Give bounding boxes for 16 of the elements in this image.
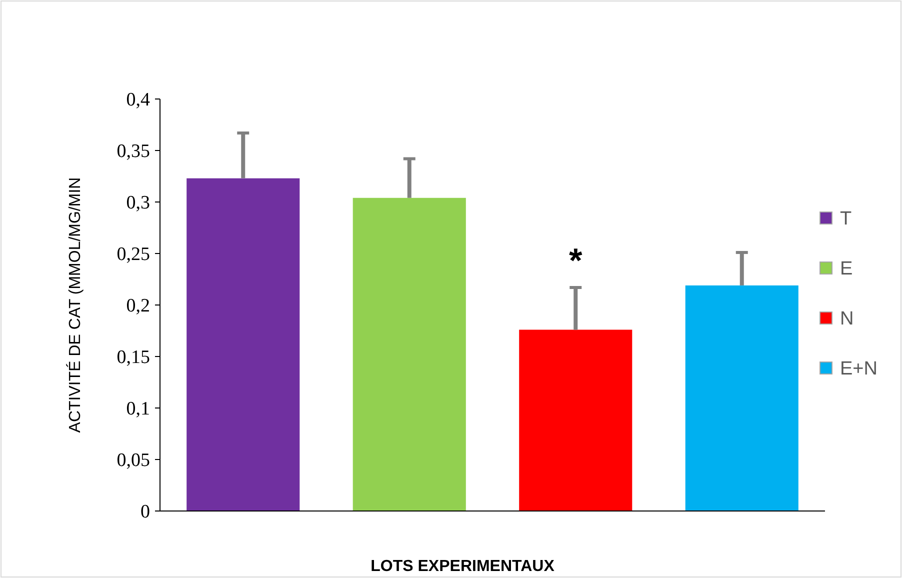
y-axis-title: ACTIVITÉ DE CAT (MMOL/MG/MIN <box>66 177 84 433</box>
y-tick-label: 0,4 <box>126 90 150 111</box>
legend-label: N <box>840 308 854 330</box>
annotation: * <box>569 242 584 280</box>
legend-label: E <box>840 258 853 280</box>
legend-label: E+N <box>840 358 878 380</box>
y-tick-label: 0 <box>140 502 150 523</box>
y-tick-label: 0,1 <box>126 398 150 420</box>
y-tick-label: 0,25 <box>116 244 150 266</box>
y-tick-label: 0,05 <box>116 450 150 472</box>
y-tick-label: 0,3 <box>126 192 150 214</box>
y-tick-label: 0,15 <box>116 347 150 368</box>
legend-label: T <box>840 208 852 230</box>
x-axis-title: LOTS EXPERIMENTAUX <box>370 558 555 575</box>
y-tick-label: 0,2 <box>126 296 150 317</box>
y-tick-label: 0,35 <box>116 141 150 162</box>
